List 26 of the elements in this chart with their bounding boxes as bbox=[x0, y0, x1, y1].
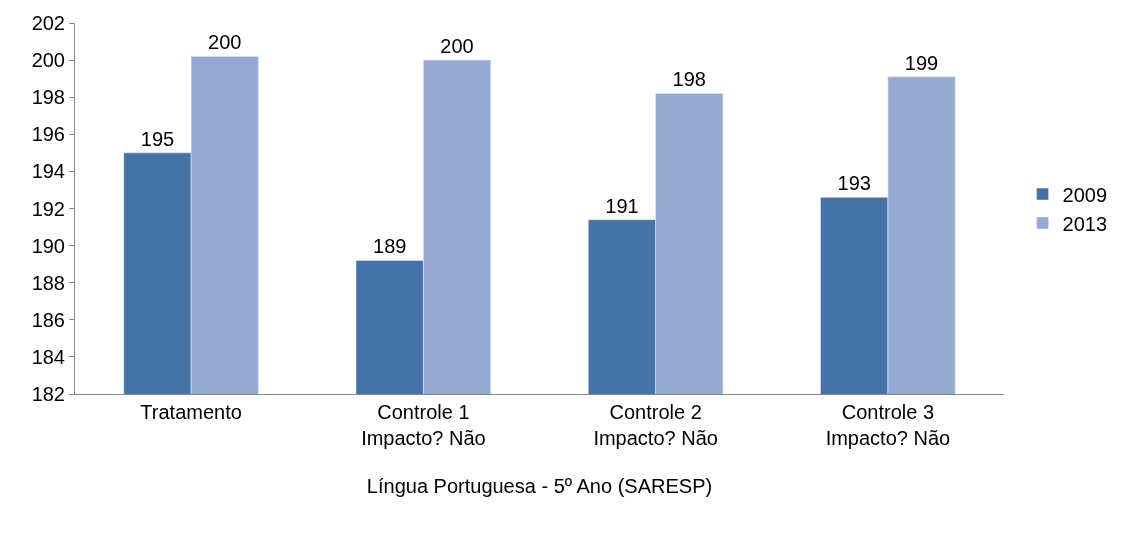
y-tick-label: 194 bbox=[31, 160, 65, 183]
x-tick-label: Tratamento bbox=[140, 401, 242, 423]
data-label: 198 bbox=[672, 68, 706, 91]
x-tick-label: Controle 2 Impacto? Não bbox=[593, 401, 718, 449]
y-tick-label: 202 bbox=[31, 12, 65, 34]
legend-label: 2013 bbox=[1062, 212, 1108, 235]
y-tick-label: 188 bbox=[31, 271, 65, 294]
y-tick-label: 192 bbox=[31, 197, 65, 220]
data-label: 200 bbox=[208, 31, 242, 54]
data-label: 191 bbox=[605, 194, 639, 217]
y-tick-label: 200 bbox=[31, 49, 65, 72]
x-tick-label: Controle 1 Impacto? Não bbox=[361, 401, 486, 449]
y-tick-label: 184 bbox=[31, 345, 65, 368]
data-label: 199 bbox=[904, 51, 939, 74]
legend-label: 2009 bbox=[1062, 183, 1108, 206]
data-label: 195 bbox=[140, 127, 175, 150]
data-label: 189 bbox=[373, 235, 407, 258]
x-tick-label: Controle 3 Impacto? Não bbox=[825, 401, 951, 449]
y-tick-label: 190 bbox=[31, 234, 65, 257]
x-axis-title: Língua Portuguesa - 5º Ano (SARESP) bbox=[366, 474, 713, 497]
y-tick-label: 182 bbox=[31, 383, 65, 405]
data-label: 193 bbox=[837, 172, 871, 195]
y-tick-label: 196 bbox=[31, 123, 65, 146]
y-tick-label: 186 bbox=[31, 308, 65, 331]
data-label: 200 bbox=[440, 35, 474, 58]
y-tick-label: 198 bbox=[31, 86, 65, 109]
